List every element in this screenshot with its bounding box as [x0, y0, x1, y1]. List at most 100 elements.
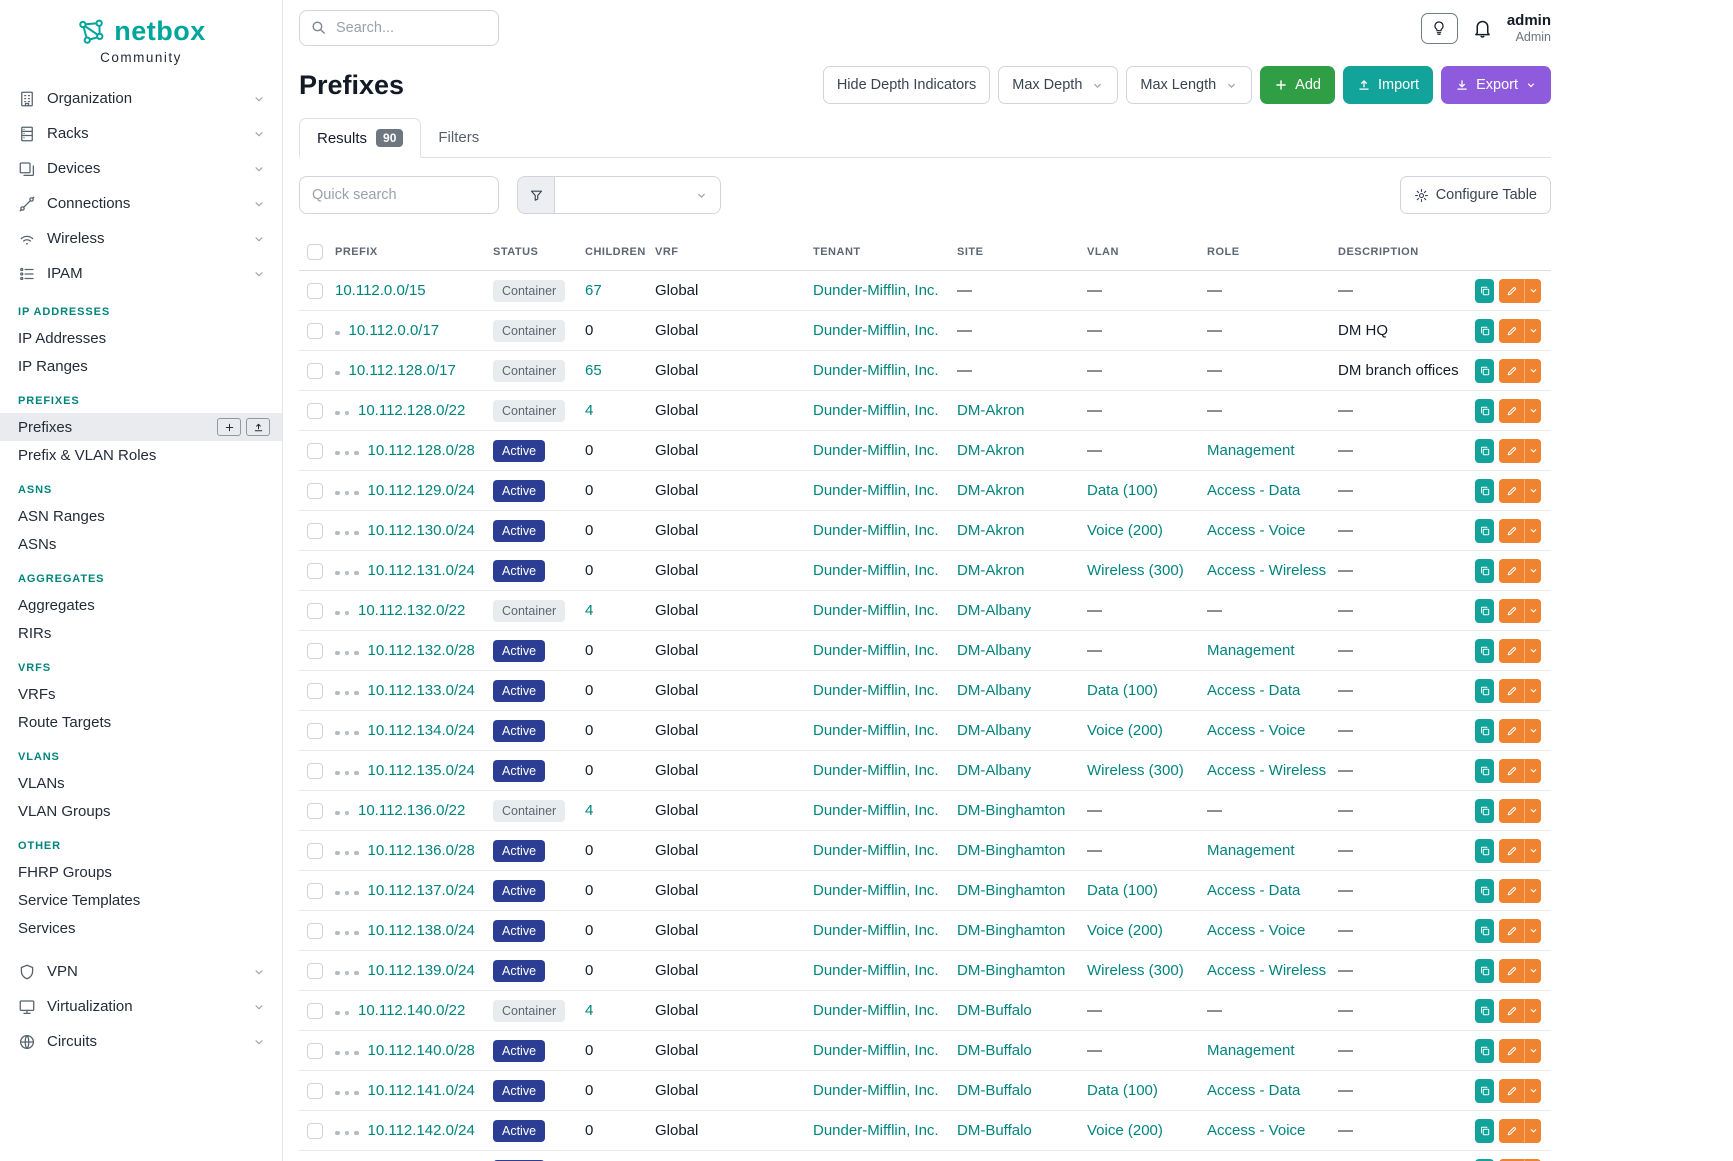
role-link[interactable]: Access - Voice [1207, 722, 1306, 739]
edit-dropdown-button[interactable] [1524, 1038, 1541, 1063]
edit-dropdown-button[interactable] [1524, 958, 1541, 983]
vlan-link[interactable]: Wireless (300) [1087, 962, 1184, 979]
role-link[interactable]: Management [1207, 842, 1295, 859]
site-link[interactable]: DM-Buffalo [957, 1042, 1032, 1059]
children-count-link[interactable]: 65 [585, 362, 602, 379]
edit-button[interactable] [1499, 958, 1524, 983]
sidebar-item-circuits[interactable]: Circuits [0, 1024, 282, 1059]
row-checkbox[interactable] [307, 523, 323, 540]
prefix-link[interactable]: 10.112.128.0/28 [367, 442, 475, 459]
copy-button[interactable] [1475, 998, 1494, 1023]
prefix-link[interactable]: 10.112.0.0/17 [348, 322, 440, 339]
column-header-site[interactable]: SITE [957, 234, 1087, 271]
edit-button[interactable] [1499, 358, 1524, 383]
tenant-link[interactable]: Dunder-Mifflin, Inc. [813, 722, 939, 739]
copy-button[interactable] [1475, 798, 1494, 823]
sidebar-item-service-templates[interactable]: Service Templates [0, 886, 282, 914]
copy-button[interactable] [1475, 678, 1494, 703]
sidebar-item-ipam[interactable]: IPAM [0, 256, 282, 291]
row-checkbox[interactable] [307, 923, 323, 940]
edit-button[interactable] [1499, 918, 1524, 943]
site-link[interactable]: DM-Albany [957, 762, 1032, 779]
role-link[interactable]: Access - Data [1207, 1082, 1301, 1099]
edit-dropdown-button[interactable] [1524, 558, 1541, 583]
tenant-link[interactable]: Dunder-Mifflin, Inc. [813, 362, 939, 379]
filter-button[interactable] [517, 176, 555, 214]
edit-button[interactable] [1499, 438, 1524, 463]
role-link[interactable]: Access - Voice [1207, 522, 1306, 539]
row-checkbox[interactable] [307, 763, 323, 780]
vlan-link[interactable]: Data (100) [1087, 1082, 1158, 1099]
site-link[interactable]: DM-Binghamton [957, 922, 1066, 939]
site-link[interactable]: DM-Buffalo [957, 1122, 1032, 1139]
edit-button[interactable] [1499, 318, 1524, 343]
children-count-link[interactable]: 4 [585, 402, 594, 419]
quick-search-input[interactable] [299, 176, 499, 214]
max-depth-dropdown[interactable]: Max Depth [998, 66, 1119, 104]
column-header-prefix[interactable]: PREFIX [335, 234, 493, 271]
tenant-link[interactable]: Dunder-Mifflin, Inc. [813, 802, 939, 819]
prefix-link[interactable]: 10.112.130.0/24 [367, 522, 475, 539]
sidebar-item-vlans[interactable]: VLANs [0, 769, 282, 797]
edit-dropdown-button[interactable] [1524, 1118, 1541, 1143]
edit-dropdown-button[interactable] [1524, 878, 1541, 903]
edit-button[interactable] [1499, 278, 1524, 303]
copy-button[interactable] [1475, 1118, 1494, 1143]
tenant-link[interactable]: Dunder-Mifflin, Inc. [813, 522, 939, 539]
prefix-link[interactable]: 10.112.129.0/24 [367, 482, 475, 499]
export-button[interactable]: Export [1441, 66, 1551, 104]
edit-button[interactable] [1499, 838, 1524, 863]
row-checkbox[interactable] [307, 283, 323, 300]
edit-button[interactable] [1499, 678, 1524, 703]
hide-depth-indicators-button[interactable]: Hide Depth Indicators [822, 66, 991, 104]
role-link[interactable]: Access - Voice [1207, 1122, 1306, 1139]
copy-button[interactable] [1475, 838, 1494, 863]
site-link[interactable]: DM-Binghamton [957, 802, 1066, 819]
edit-button[interactable] [1499, 998, 1524, 1023]
vlan-link[interactable]: Voice (200) [1087, 722, 1163, 739]
role-link[interactable]: Access - Data [1207, 882, 1301, 899]
tenant-link[interactable]: Dunder-Mifflin, Inc. [813, 402, 939, 419]
row-checkbox[interactable] [307, 883, 323, 900]
edit-button[interactable] [1499, 398, 1524, 423]
row-checkbox[interactable] [307, 963, 323, 980]
site-link[interactable]: DM-Akron [957, 522, 1025, 539]
prefix-link[interactable]: 10.112.128.0/17 [348, 362, 456, 379]
copy-button[interactable] [1475, 518, 1494, 543]
site-link[interactable]: DM-Binghamton [957, 882, 1066, 899]
sidebar-item-vrfs[interactable]: VRFs [0, 680, 282, 708]
edit-dropdown-button[interactable] [1524, 1158, 1541, 1161]
copy-button[interactable] [1475, 918, 1494, 943]
row-checkbox[interactable] [307, 843, 323, 860]
tenant-link[interactable]: Dunder-Mifflin, Inc. [813, 282, 939, 299]
site-link[interactable]: DM-Albany [957, 602, 1032, 619]
sidebar-item-vlan-groups[interactable]: VLAN Groups [0, 797, 282, 825]
copy-button[interactable] [1475, 638, 1494, 663]
children-count-link[interactable]: 4 [585, 802, 594, 819]
role-link[interactable]: Management [1207, 1042, 1295, 1059]
prefix-link[interactable]: 10.112.141.0/24 [367, 1082, 475, 1099]
tenant-link[interactable]: Dunder-Mifflin, Inc. [813, 962, 939, 979]
site-link[interactable]: DM-Binghamton [957, 842, 1066, 859]
sidebar-item-racks[interactable]: Racks [0, 116, 282, 151]
role-link[interactable]: Access - Wireless [1207, 962, 1327, 979]
sidebar-item-prefixes[interactable]: Prefixes [0, 413, 282, 441]
quick-import-button[interactable] [246, 418, 270, 436]
copy-button[interactable] [1475, 558, 1494, 583]
copy-button[interactable] [1475, 878, 1494, 903]
prefix-link[interactable]: 10.112.137.0/24 [367, 882, 475, 899]
row-checkbox[interactable] [307, 403, 323, 420]
sidebar-item-services[interactable]: Services [0, 914, 282, 942]
row-checkbox[interactable] [307, 1123, 323, 1140]
site-link[interactable]: DM-Akron [957, 562, 1025, 579]
site-link[interactable]: DM-Akron [957, 482, 1025, 499]
children-count-link[interactable]: 67 [585, 282, 602, 299]
site-link[interactable]: DM-Albany [957, 682, 1032, 699]
tenant-link[interactable]: Dunder-Mifflin, Inc. [813, 762, 939, 779]
copy-button[interactable] [1475, 478, 1494, 503]
notifications-button[interactable] [1472, 18, 1493, 39]
role-link[interactable]: Access - Wireless [1207, 762, 1327, 779]
vlan-link[interactable]: Voice (200) [1087, 922, 1163, 939]
edit-dropdown-button[interactable] [1524, 638, 1541, 663]
prefix-link[interactable]: 10.112.140.0/22 [358, 1002, 466, 1019]
